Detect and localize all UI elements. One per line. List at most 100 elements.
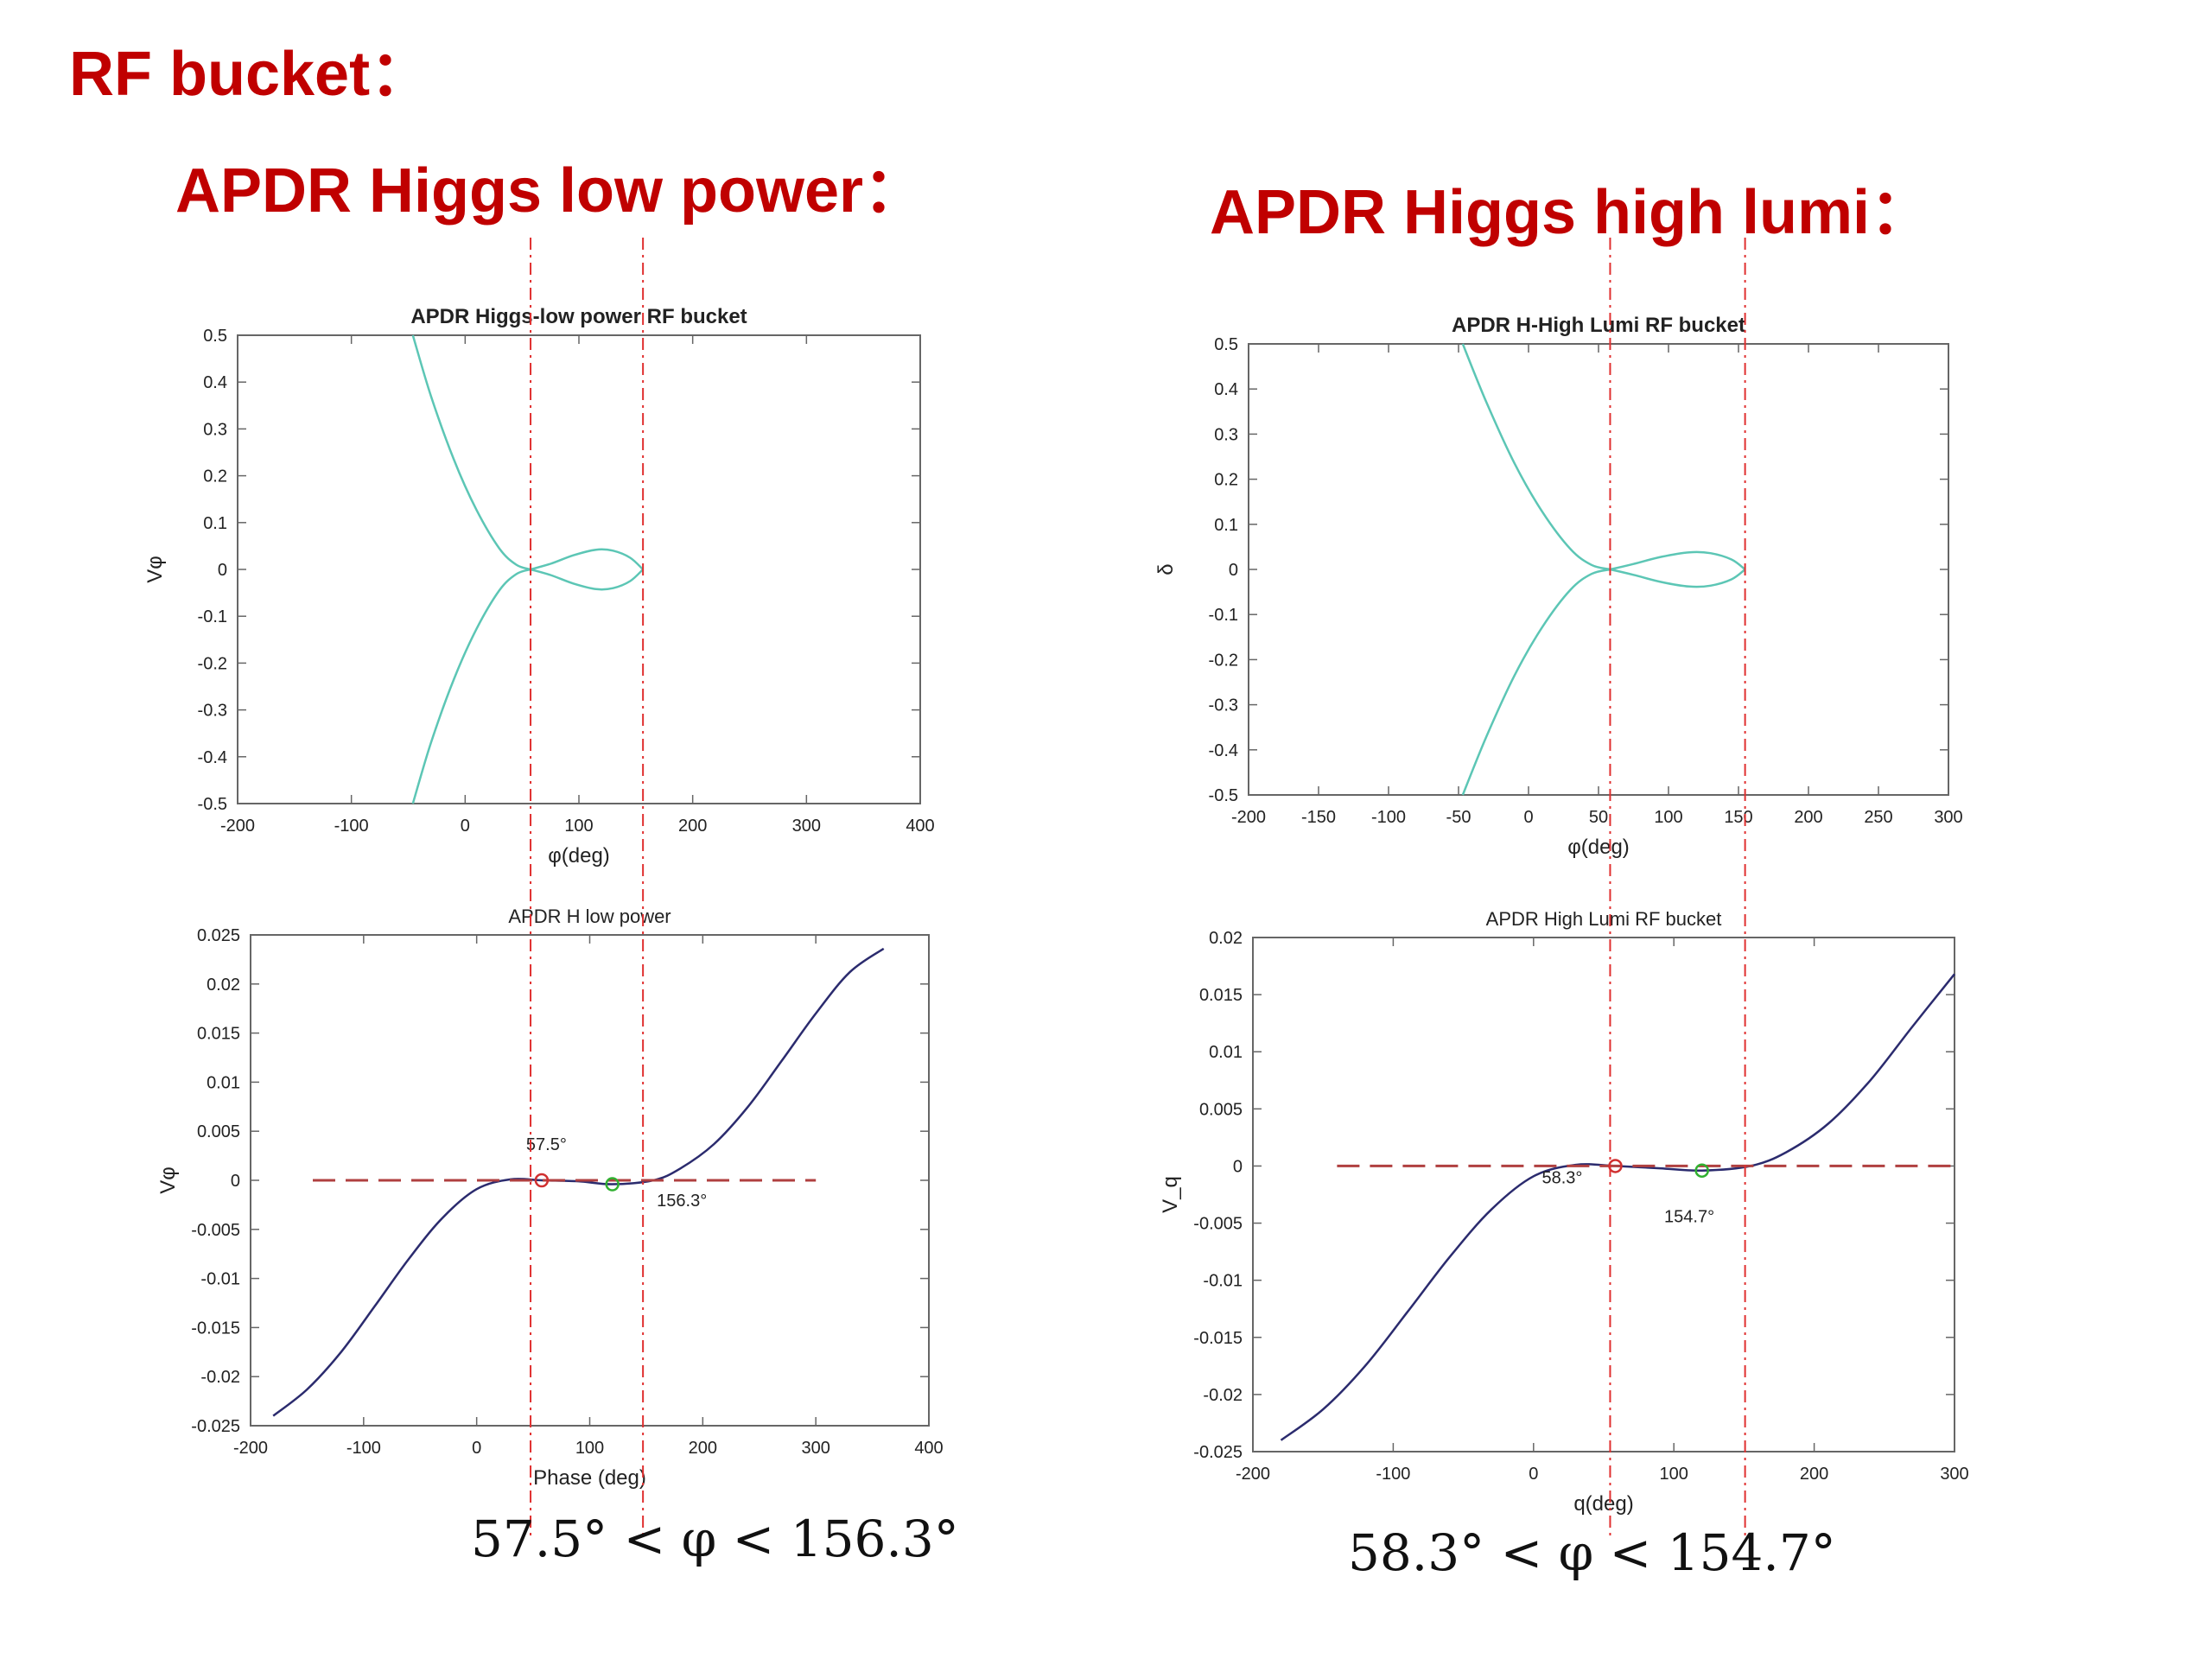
y-tick-label: 0.01 bbox=[1209, 1043, 1243, 1062]
series-line-2 bbox=[1461, 568, 1611, 796]
y-tick-label: 0.025 bbox=[197, 926, 240, 945]
series-line-1 bbox=[411, 334, 531, 571]
x-tick-label: 200 bbox=[678, 817, 707, 836]
x-axis-label: φ(deg) bbox=[548, 844, 610, 868]
series-line-1 bbox=[1461, 343, 1611, 571]
series-line-4 bbox=[530, 568, 644, 591]
x-tick-label: 0 bbox=[472, 1439, 481, 1458]
series-line-4 bbox=[1610, 568, 1746, 588]
y-tick-label: -0.015 bbox=[191, 1319, 240, 1338]
x-axis-label: Phase (deg) bbox=[533, 1466, 646, 1490]
y-tick-label: -0.025 bbox=[1193, 1443, 1243, 1462]
plot-frame bbox=[1248, 343, 1949, 796]
marker-minimum bbox=[1694, 1163, 1709, 1178]
x-tick-label: 50 bbox=[1589, 808, 1608, 827]
y-tick-label: -0.015 bbox=[1193, 1329, 1243, 1348]
y-tick-label: -0.5 bbox=[198, 795, 227, 814]
marker-minimum bbox=[605, 1177, 620, 1192]
high-lumi-phase-range: 58.3° < φ < 154.7° bbox=[1348, 1523, 1836, 1582]
x-tick-label: 300 bbox=[792, 817, 821, 836]
y-axis-label: V_q bbox=[1159, 1176, 1182, 1213]
x-tick-label: -100 bbox=[1376, 1465, 1410, 1484]
y-axis-label: Vφ bbox=[143, 556, 167, 583]
chart-low-power-potential: -200 -100 0 100 200 300 400 -0.025 -0.02 -0.015 -0… bbox=[156, 906, 944, 1490]
high-lumi-heading: APDR Higgs high lumi： bbox=[1210, 178, 1932, 247]
y-axis-label: Vφ bbox=[156, 1166, 180, 1194]
y-tick-label: -0.2 bbox=[198, 654, 227, 673]
series-line-1 bbox=[1280, 973, 1955, 1441]
y-tick-label: -0.4 bbox=[198, 748, 227, 767]
plot-frame bbox=[1252, 937, 1955, 1452]
y-tick-label: -0.025 bbox=[191, 1417, 240, 1436]
chart-title: APDR H low power bbox=[508, 906, 671, 927]
y-tick-label: 0 bbox=[1233, 1157, 1243, 1176]
y-axis-label: δ bbox=[1154, 563, 1178, 575]
series-line-1 bbox=[272, 947, 885, 1417]
y-tick-label: 0.015 bbox=[1199, 986, 1243, 1005]
x-tick-label: 0 bbox=[461, 817, 470, 836]
y-tick-label: -0.01 bbox=[1203, 1272, 1243, 1291]
y-tick-label: -0.02 bbox=[200, 1368, 240, 1387]
x-tick-label: 300 bbox=[801, 1439, 830, 1458]
x-tick-label: 0 bbox=[1529, 1465, 1538, 1484]
plot-frame bbox=[237, 334, 921, 804]
y-tick-label: 0 bbox=[218, 561, 227, 580]
x-tick-label: 300 bbox=[1940, 1465, 1968, 1484]
x-axis-label: q(deg) bbox=[1573, 1492, 1633, 1516]
annotation-right-bound: 154.7° bbox=[1664, 1207, 1714, 1226]
annotation-right-bound: 156.3° bbox=[657, 1192, 707, 1211]
x-tick-label: 200 bbox=[689, 1439, 717, 1458]
x-tick-label: 250 bbox=[1864, 808, 1892, 827]
y-tick-label: -0.005 bbox=[1193, 1215, 1243, 1234]
x-tick-label: 0 bbox=[1523, 808, 1533, 827]
x-tick-label: -100 bbox=[1371, 808, 1406, 827]
y-tick-label: 0.005 bbox=[1199, 1100, 1243, 1119]
annotation-left-bound: 57.5° bbox=[526, 1135, 567, 1154]
y-tick-label: -0.3 bbox=[1209, 696, 1238, 715]
y-tick-label: 0.01 bbox=[207, 1073, 240, 1092]
x-tick-label: 100 bbox=[1654, 808, 1682, 827]
x-tick-label: -200 bbox=[1231, 808, 1266, 827]
y-tick-label: -0.3 bbox=[198, 702, 227, 721]
x-tick-label: 150 bbox=[1724, 808, 1752, 827]
x-tick-label: -100 bbox=[334, 817, 369, 836]
chart-high-lumi-potential: -200 -100 0 100 200 300 -0.025 -0.02 -0.015 -0.01… bbox=[1159, 908, 1969, 1516]
low-power-phase-range: 57.5° < φ < 156.3° bbox=[471, 1510, 959, 1568]
guide-lines bbox=[530, 238, 1746, 1538]
y-tick-label: -0.01 bbox=[200, 1270, 240, 1289]
x-tick-label: 100 bbox=[1660, 1465, 1688, 1484]
y-tick-label: 0.2 bbox=[1214, 471, 1238, 490]
chart-title: APDR High Lumi RF bucket bbox=[1486, 908, 1722, 930]
y-tick-label: 0.1 bbox=[1214, 516, 1238, 535]
slide-title: RF bucket： bbox=[69, 40, 433, 109]
chart-high-lumi-bucket: -200 -150 -100 -50 0 50 100 150 200 250 300 -0.5 -0.… bbox=[1154, 314, 1963, 859]
y-tick-label: 0 bbox=[1229, 561, 1238, 580]
y-tick-label: -0.4 bbox=[1209, 741, 1238, 760]
y-tick-label: 0.015 bbox=[197, 1025, 240, 1044]
series-line-2 bbox=[411, 568, 531, 804]
y-tick-label: -0.1 bbox=[198, 607, 227, 626]
y-tick-label: -0.1 bbox=[1209, 606, 1238, 625]
y-tick-label: 0.3 bbox=[203, 420, 227, 439]
chart-low-power-bucket: -200 -100 0 100 200 300 400 -0.5 -0.4 -0.3 -0.2 -0.… bbox=[143, 305, 935, 868]
y-tick-label: 0.02 bbox=[207, 976, 240, 995]
x-tick-label: 100 bbox=[575, 1439, 604, 1458]
x-tick-label: 400 bbox=[914, 1439, 943, 1458]
y-tick-label: 0 bbox=[231, 1172, 240, 1191]
x-tick-label: -50 bbox=[1446, 808, 1471, 827]
y-tick-label: 0.1 bbox=[203, 514, 227, 533]
y-tick-label: 0.2 bbox=[203, 467, 227, 486]
y-tick-label: 0.4 bbox=[203, 373, 227, 392]
chart-title: APDR H-High Lumi RF bucket bbox=[1452, 314, 1745, 337]
x-tick-label: 400 bbox=[906, 817, 934, 836]
chart-title: APDR Higgs-low power RF bucket bbox=[410, 305, 747, 328]
series-line-3 bbox=[1610, 550, 1746, 571]
x-tick-label: -100 bbox=[346, 1439, 381, 1458]
annotation-left-bound: 58.3° bbox=[1541, 1168, 1582, 1187]
y-tick-label: 0.005 bbox=[197, 1122, 240, 1141]
y-tick-label: -0.005 bbox=[191, 1221, 240, 1240]
y-tick-label: 0.5 bbox=[203, 327, 227, 346]
marker-left-bound bbox=[534, 1173, 550, 1188]
y-tick-label: -0.02 bbox=[1203, 1386, 1243, 1405]
